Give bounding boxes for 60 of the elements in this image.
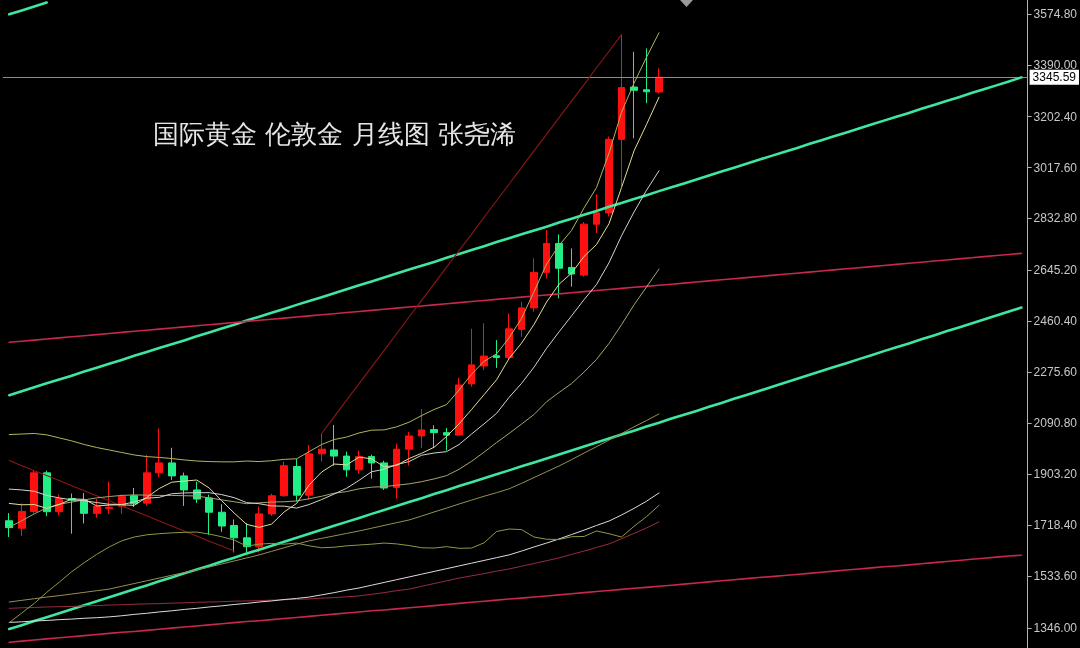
candlestick: [393, 443, 400, 500]
y-tick-label: 3017.60: [1033, 160, 1078, 175]
candlestick: [343, 451, 350, 478]
candlestick: [605, 136, 613, 217]
line-series: [8, 554, 1023, 644]
y-tick-label: 3574.80: [1033, 7, 1078, 22]
candlestick: [580, 221, 588, 278]
candlestick: [430, 424, 438, 448]
y-tick-label: 2645.20: [1033, 263, 1078, 278]
candlestick: [630, 51, 638, 139]
candlestick: [305, 444, 313, 501]
candlestick: [230, 518, 238, 553]
candlestick: [293, 458, 301, 502]
y-tick-label: 2090.80: [1033, 415, 1078, 430]
candlestick: [18, 502, 26, 537]
line-series: [7, 306, 1023, 631]
candlestick: [30, 470, 38, 514]
line-series: [8, 521, 660, 609]
line-series: [8, 252, 1023, 344]
line-series: [7, 76, 1023, 397]
line-series: [8, 96, 660, 528]
candlestick: [105, 481, 113, 515]
candlestick: [318, 433, 326, 463]
y-tick-label: 1533.60: [1033, 569, 1078, 584]
y-tick-label: 2460.40: [1033, 314, 1078, 328]
y-tick-label: 1903.20: [1033, 467, 1078, 482]
line-series: [7, 1, 49, 16]
y-tick-label: 2832.80: [1033, 211, 1078, 226]
y-tick-label: 3390.00: [1033, 57, 1078, 72]
candlestick: [80, 492, 88, 525]
candlestick: [155, 428, 163, 478]
candlestick: [218, 503, 226, 533]
text: 国际黄金 伦敦金 月线图 张尧浠: [153, 119, 516, 149]
ref-line-label: 3345.59: [1032, 70, 1077, 85]
candlestick: [255, 506, 263, 553]
candlestick: [468, 328, 475, 388]
candlestick: [405, 431, 413, 467]
candlestick: [168, 447, 176, 481]
candlestick: [555, 233, 563, 299]
candlestick: [618, 34, 625, 187]
y-tick-label: 1718.40: [1033, 518, 1078, 533]
line-series: [8, 32, 660, 463]
y-tick-label: 1346.00: [1033, 620, 1078, 635]
candlestick: [280, 461, 288, 498]
candlestick: [543, 229, 550, 279]
candlestick: [205, 494, 213, 536]
candlestick: [418, 408, 425, 449]
candlestick: [455, 377, 463, 437]
y-tick-label: 3202.40: [1033, 109, 1078, 124]
candlestick: [593, 193, 600, 234]
candlestick: [5, 512, 13, 538]
candlestick: [93, 498, 101, 519]
candlestick: [655, 67, 663, 94]
candlestick: [493, 339, 500, 369]
candlestick: [443, 427, 450, 452]
line-series: [8, 170, 660, 509]
line-series: [8, 268, 660, 528]
candlestick: [330, 424, 338, 467]
y-tick-label: 2275.60: [1033, 364, 1078, 379]
candlestick: [643, 47, 650, 104]
